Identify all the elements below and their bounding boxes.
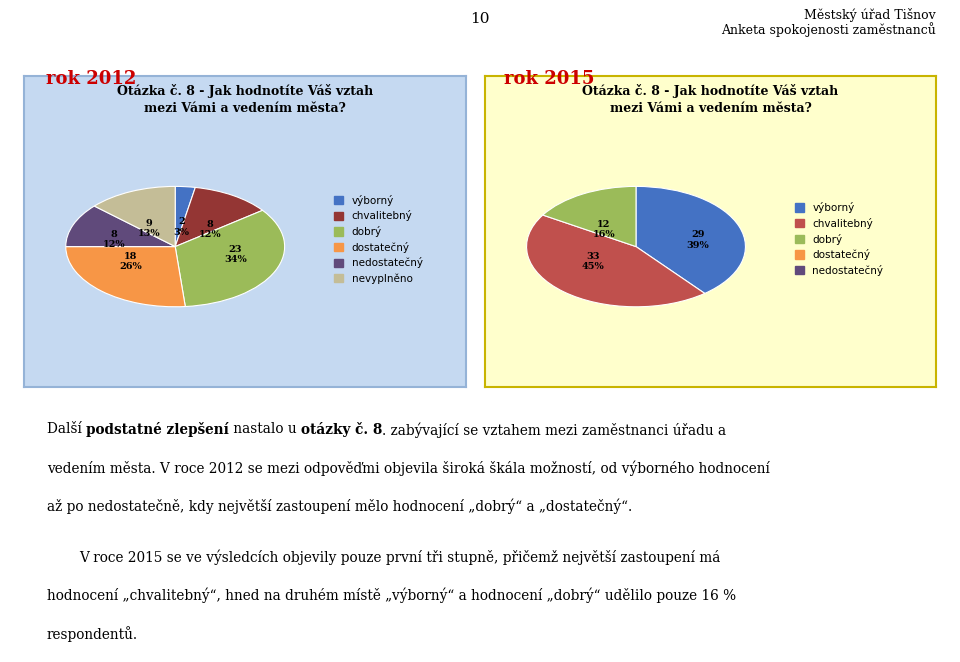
Legend: výborný, chvalitebný, dobrý, dostatečný, nedostatečný: výborný, chvalitebný, dobrý, dostatečný,… [795,202,883,276]
Text: . zabývající se vztahem mezi zaměstnanci úřadu a: . zabývající se vztahem mezi zaměstnanci… [382,422,727,438]
Wedge shape [65,246,185,307]
Text: až po nedostatečně, kdy největší zastoupení mělo hodnocení „dobrý“ a „dostatečný: až po nedostatečně, kdy největší zastoup… [47,499,632,514]
Text: 2
3%: 2 3% [173,217,189,236]
Text: 12
16%: 12 16% [592,220,615,239]
Text: otázky č. 8: otázky č. 8 [300,422,382,437]
Wedge shape [175,211,284,307]
Wedge shape [527,215,705,307]
Text: Další: Další [47,422,86,436]
Text: podstatné zlepšení: podstatné zlepšení [86,422,228,437]
Text: Městský úřad Tišnov: Městský úřad Tišnov [804,8,936,22]
Text: 8
12%: 8 12% [199,220,221,240]
Text: respondentů.: respondentů. [47,626,138,642]
Text: Otázka č. 8 - Jak hodnotíte Váš vztah
mezi Vámi a vedením města?: Otázka č. 8 - Jak hodnotíte Váš vztah me… [583,84,838,115]
Wedge shape [65,206,175,247]
Wedge shape [175,187,262,247]
Text: 9
13%: 9 13% [137,218,160,238]
Text: vedením města. V roce 2012 se mezi odpověďmi objevila široká škála možností, od : vedením města. V roce 2012 se mezi odpov… [47,461,770,476]
Wedge shape [175,187,195,247]
Text: 8
12%: 8 12% [103,230,126,249]
Text: hodnocení „chvalitebný“, hned na druhém místě „výborný“ a hodnocení „dobrý“ uděl: hodnocení „chvalitebný“, hned na druhém … [47,587,736,603]
Wedge shape [94,187,176,247]
Text: V roce 2015 se ve výsledcích objevily pouze první tři stupně, přičemž největší z: V roce 2015 se ve výsledcích objevily po… [79,549,720,565]
Wedge shape [636,187,745,293]
Text: 10: 10 [470,12,490,26]
Text: 23
34%: 23 34% [224,245,247,264]
Text: Anketa spokojenosti zaměstnanců: Anketa spokojenosti zaměstnanců [721,23,936,37]
Text: 33
45%: 33 45% [581,252,604,271]
Text: rok 2015: rok 2015 [504,70,594,87]
Wedge shape [542,187,636,247]
Text: rok 2012: rok 2012 [46,70,136,87]
Text: 29
39%: 29 39% [686,230,709,250]
Legend: výborný, chvalitebný, dobrý, dostatečný, nedostatečný, nevyplněno: výborný, chvalitebný, dobrý, dostatečný,… [334,195,422,283]
Text: nastalo u: nastalo u [228,422,300,436]
Text: Otázka č. 8 - Jak hodnotíte Váš vztah
mezi Vámi a vedením města?: Otázka č. 8 - Jak hodnotíte Váš vztah me… [117,84,372,115]
Text: 18
26%: 18 26% [120,252,142,271]
